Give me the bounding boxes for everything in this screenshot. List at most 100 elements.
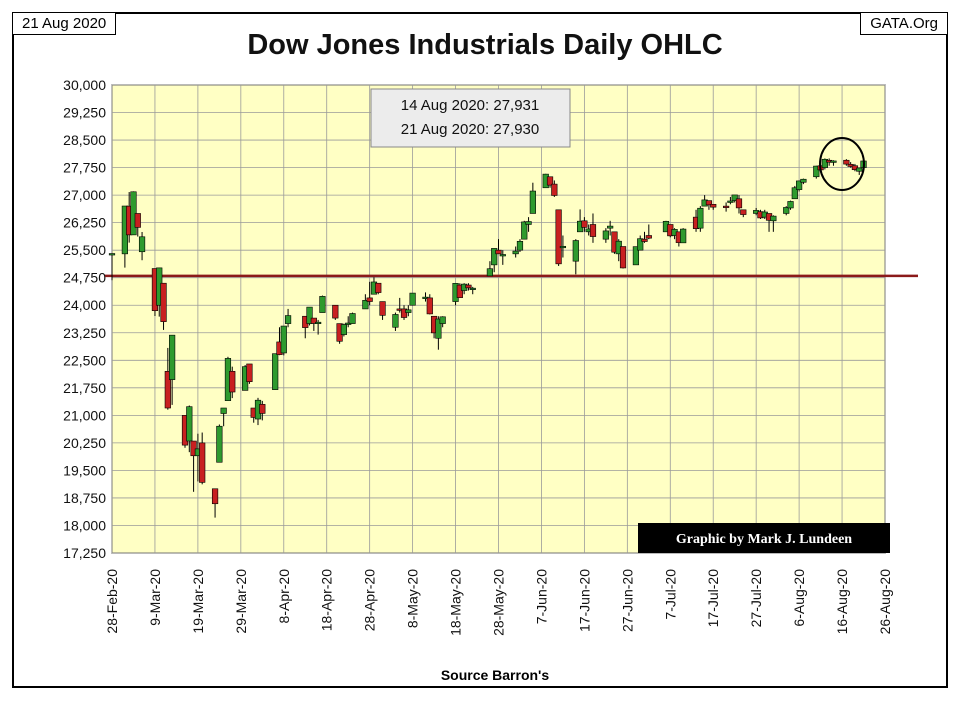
candle-body [486, 268, 494, 277]
candle-body [465, 284, 472, 289]
candle-body [366, 297, 373, 302]
candle [551, 180, 558, 197]
candle [499, 250, 506, 265]
candle-body [637, 238, 644, 251]
y-tick-label: 21,000 [63, 407, 106, 423]
x-tick-label: 27-Jun-20 [619, 569, 635, 632]
candle [199, 432, 206, 485]
candle-body [284, 315, 292, 324]
candle [246, 363, 253, 384]
candle [680, 228, 687, 244]
candle [796, 180, 803, 192]
candle-body [392, 314, 399, 328]
candle [572, 239, 579, 275]
candle-body [272, 353, 279, 390]
candle [211, 488, 219, 518]
x-tick-label: 16-Aug-20 [834, 569, 850, 635]
candle [495, 239, 502, 255]
candle-body [246, 363, 253, 382]
candle-body [164, 371, 171, 409]
highlight-circle [819, 137, 865, 191]
x-tick-label: 7-Jun-20 [533, 569, 549, 624]
candle [392, 312, 399, 331]
candle-body [512, 250, 519, 255]
x-tick-label: 27-Jul-20 [748, 569, 764, 628]
date-label: 21 Aug 2020 [12, 12, 117, 35]
candle-body [847, 163, 854, 167]
y-tick-label: 19,500 [63, 462, 106, 478]
candle-body [280, 325, 287, 354]
candle [435, 316, 442, 350]
candle-body [190, 440, 197, 457]
candle [791, 185, 798, 200]
x-tick-label: 26-Aug-20 [877, 569, 893, 635]
candle [379, 301, 386, 320]
candle-body [843, 159, 850, 165]
candle-body [770, 215, 777, 222]
y-tick-label: 24,750 [63, 270, 106, 286]
candle [602, 228, 609, 243]
candle-body [340, 324, 348, 335]
candle-body [559, 245, 567, 249]
candle [830, 160, 837, 166]
candle-body [735, 198, 743, 209]
x-tick-label: 17-Jun-20 [576, 569, 592, 632]
candle-body [379, 301, 386, 316]
candle [821, 158, 828, 170]
candle [319, 295, 326, 313]
y-tick-label: 29,250 [63, 105, 106, 121]
candle [340, 323, 348, 337]
candle [190, 440, 197, 492]
candle [731, 194, 738, 203]
candle-body [723, 205, 730, 208]
candle [843, 159, 850, 166]
candle-body [710, 203, 717, 208]
candle-body [555, 209, 562, 265]
candle [229, 366, 236, 399]
candle-body [856, 167, 863, 172]
candle [306, 306, 313, 326]
candle [486, 261, 494, 277]
y-tick-label: 23,250 [63, 325, 106, 341]
candle [491, 248, 498, 273]
candle [813, 165, 820, 179]
candle-body [108, 253, 116, 256]
y-tick-label: 18,750 [63, 490, 106, 506]
candle-body [697, 207, 704, 229]
candle-body [306, 306, 313, 324]
candle-body [821, 158, 828, 168]
candle-body [138, 236, 146, 253]
candle [546, 176, 554, 188]
candle [735, 195, 743, 214]
candle [134, 213, 141, 237]
candle-body [469, 287, 476, 290]
candle [169, 334, 176, 405]
x-tick-label: 8-May-20 [405, 569, 421, 628]
credit-box: Graphic by Mark J. Lundeen [638, 523, 890, 553]
candle-body [731, 194, 738, 201]
y-tick-label: 22,500 [63, 352, 106, 368]
candle-body [800, 178, 807, 183]
candle-body [332, 304, 339, 319]
x-tick-label: 19-Mar-20 [190, 569, 206, 634]
candle-body [211, 488, 219, 505]
candle [400, 305, 408, 320]
candle [516, 239, 524, 253]
x-axis-title: Source Barron's [440, 667, 550, 683]
candle [529, 182, 536, 214]
candle-body [491, 248, 498, 266]
candle-body [529, 190, 536, 214]
x-tick-label: 9-Mar-20 [147, 569, 163, 626]
candle-body [499, 254, 506, 257]
y-tick-label: 26,250 [63, 215, 106, 231]
candle-body [310, 317, 317, 324]
candle [697, 206, 704, 232]
chart-title: Dow Jones Industrials Daily OHLC [247, 29, 723, 61]
y-tick-label: 17,250 [63, 545, 106, 561]
candle [310, 317, 317, 331]
source-label: GATA.Org [860, 12, 948, 35]
candle [632, 246, 640, 266]
y-tick-label: 20,250 [63, 435, 106, 451]
candle [770, 215, 777, 232]
